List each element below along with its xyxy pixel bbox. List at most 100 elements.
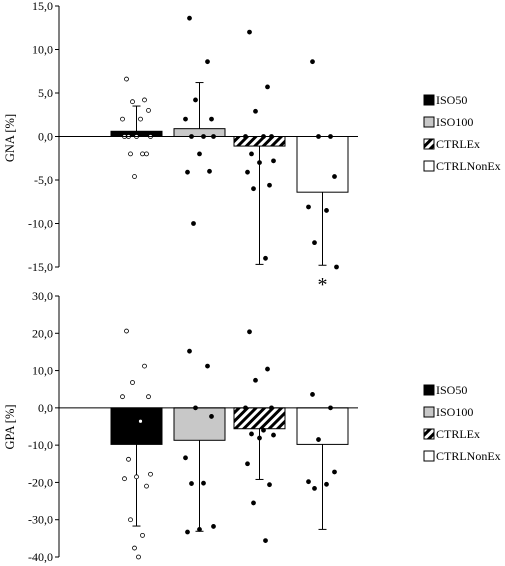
data-point-ctrlex (247, 329, 252, 335)
data-point-ctrlex (251, 500, 256, 506)
data-point-iso100 (211, 524, 216, 529)
data-point-ctrlex (253, 377, 258, 383)
legend-label-ctrlex: CTRLEx (436, 137, 480, 151)
data-point-ctrlex (257, 435, 262, 441)
data-point-ctrlnonex (306, 204, 311, 210)
y-tick-label: -10,0 (28, 438, 53, 452)
bar-ctrlnonex (296, 407, 349, 445)
data-point-ctrlex (265, 366, 270, 372)
data-point-ctrlex (263, 255, 268, 261)
legend-swatch-iso50 (423, 384, 435, 396)
legend-label-ctrlnonex: CTRLNonEx (436, 159, 501, 173)
data-point-ctrlex (249, 431, 254, 437)
data-point-iso100 (209, 414, 214, 419)
data-point-ctrlex (265, 84, 270, 90)
y-tick-label: -30,0 (28, 513, 53, 527)
bar-iso100 (173, 407, 226, 441)
legend-label-iso50: ISO50 (436, 93, 467, 107)
data-point-ctrlnonex (312, 485, 317, 491)
data-point-iso100 (183, 455, 188, 461)
gpa-y-axis-label: GPA [%] (3, 404, 17, 449)
data-point-iso50 (130, 99, 135, 105)
data-point-iso50 (148, 471, 153, 477)
gpa-chart-panel: GPA [%] 30,0 20,0 10,0 0,0 -10,0 -20,0 -30,0 -4… (3, 289, 501, 564)
data-point-iso100 (185, 529, 190, 535)
data-point-iso100 (197, 151, 202, 157)
legend-swatch-ctrlnonex (423, 450, 435, 462)
legend-swatch-iso50 (423, 94, 435, 106)
data-point-ctrlex (245, 461, 250, 467)
data-point-iso100 (187, 348, 192, 354)
data-point-iso50 (146, 394, 151, 400)
legend-label-ctrlnonex: CTRLNonEx (436, 449, 501, 463)
data-point-iso100 (185, 169, 190, 175)
gna-y-axis-label: GNA [%] (3, 114, 17, 162)
data-point-ctrlex (261, 427, 266, 433)
data-point-ctrlnonex (306, 479, 311, 485)
data-point-iso100 (205, 363, 210, 369)
data-point-iso100 (205, 59, 210, 65)
y-tick-label: 15,0 (32, 0, 53, 13)
data-point-iso50 (134, 474, 139, 480)
gna-chart-panel: GNA [%] 15,0 10,0 5,0 0,0 -5,0 -10,0 -15,0 * ISO… (3, 0, 501, 296)
data-point-iso50 (124, 328, 129, 334)
y-tick-label: 20,0 (32, 326, 53, 340)
data-point-iso50 (126, 456, 131, 462)
legend-label-iso100: ISO100 (436, 405, 473, 419)
data-point-iso100 (193, 97, 198, 103)
data-point-ctrlex (257, 160, 262, 166)
data-point-ctrlex (267, 482, 272, 488)
y-tick-label: 10,0 (32, 364, 53, 378)
data-point-ctrlnonex (312, 240, 317, 246)
data-point-iso100 (183, 116, 188, 122)
data-point-iso50 (130, 380, 135, 385)
data-point-iso50 (142, 97, 147, 103)
data-point-iso50 (120, 116, 125, 122)
y-tick-label: 0,0 (38, 130, 53, 144)
y-tick-label: -5,0 (34, 173, 53, 187)
data-point-iso100 (187, 15, 192, 21)
legend-label-iso100: ISO100 (436, 115, 473, 129)
bar-ctrlex (233, 407, 286, 430)
data-point-ctrlex (251, 186, 256, 192)
y-tick-label: 30,0 (32, 289, 53, 303)
data-point-ctrlex (271, 158, 276, 164)
y-tick-label: 0,0 (38, 401, 53, 415)
bar-ctrlnonex (296, 136, 349, 193)
y-tick-label: -10,0 (28, 217, 53, 231)
data-point-ctrlnonex (310, 59, 315, 65)
data-point-iso100 (197, 527, 202, 532)
data-point-ctrlnonex (324, 481, 329, 487)
data-point-iso50 (122, 476, 127, 482)
data-point-ctrlnonex (310, 392, 315, 397)
data-point-iso50 (128, 517, 133, 523)
data-point-ctrlnonex (334, 264, 339, 270)
data-point-iso50 (140, 151, 145, 157)
data-point-iso100 (207, 168, 212, 174)
bar-iso50 (110, 407, 163, 445)
data-point-ctrlex (263, 538, 268, 543)
data-point-iso50 (128, 151, 133, 157)
legend-swatch-ctrlex (423, 428, 435, 440)
legend-swatch-ctrlex (423, 138, 435, 150)
legend-label-iso50: ISO50 (436, 383, 467, 397)
legend-label-ctrlex: CTRLEx (436, 427, 480, 441)
y-tick-label: -15,0 (28, 260, 53, 274)
data-point-ctrlex (247, 29, 252, 35)
data-point-iso50 (142, 363, 147, 369)
data-point-iso50 (120, 394, 125, 400)
data-point-iso100 (191, 221, 196, 226)
data-point-iso50 (144, 151, 149, 157)
data-point-ctrlex (249, 151, 254, 157)
legend-swatch-ctrlnonex (423, 160, 435, 172)
data-point-iso50 (136, 554, 141, 560)
data-point-iso50 (138, 116, 143, 122)
data-point-iso50 (146, 108, 151, 113)
data-point-iso50 (132, 174, 137, 179)
data-point-iso100 (189, 481, 194, 486)
data-point-iso50 (140, 532, 145, 538)
significance-marker: * (318, 274, 328, 296)
data-point-ctrlnonex (332, 174, 337, 179)
data-point-iso50 (124, 76, 129, 82)
